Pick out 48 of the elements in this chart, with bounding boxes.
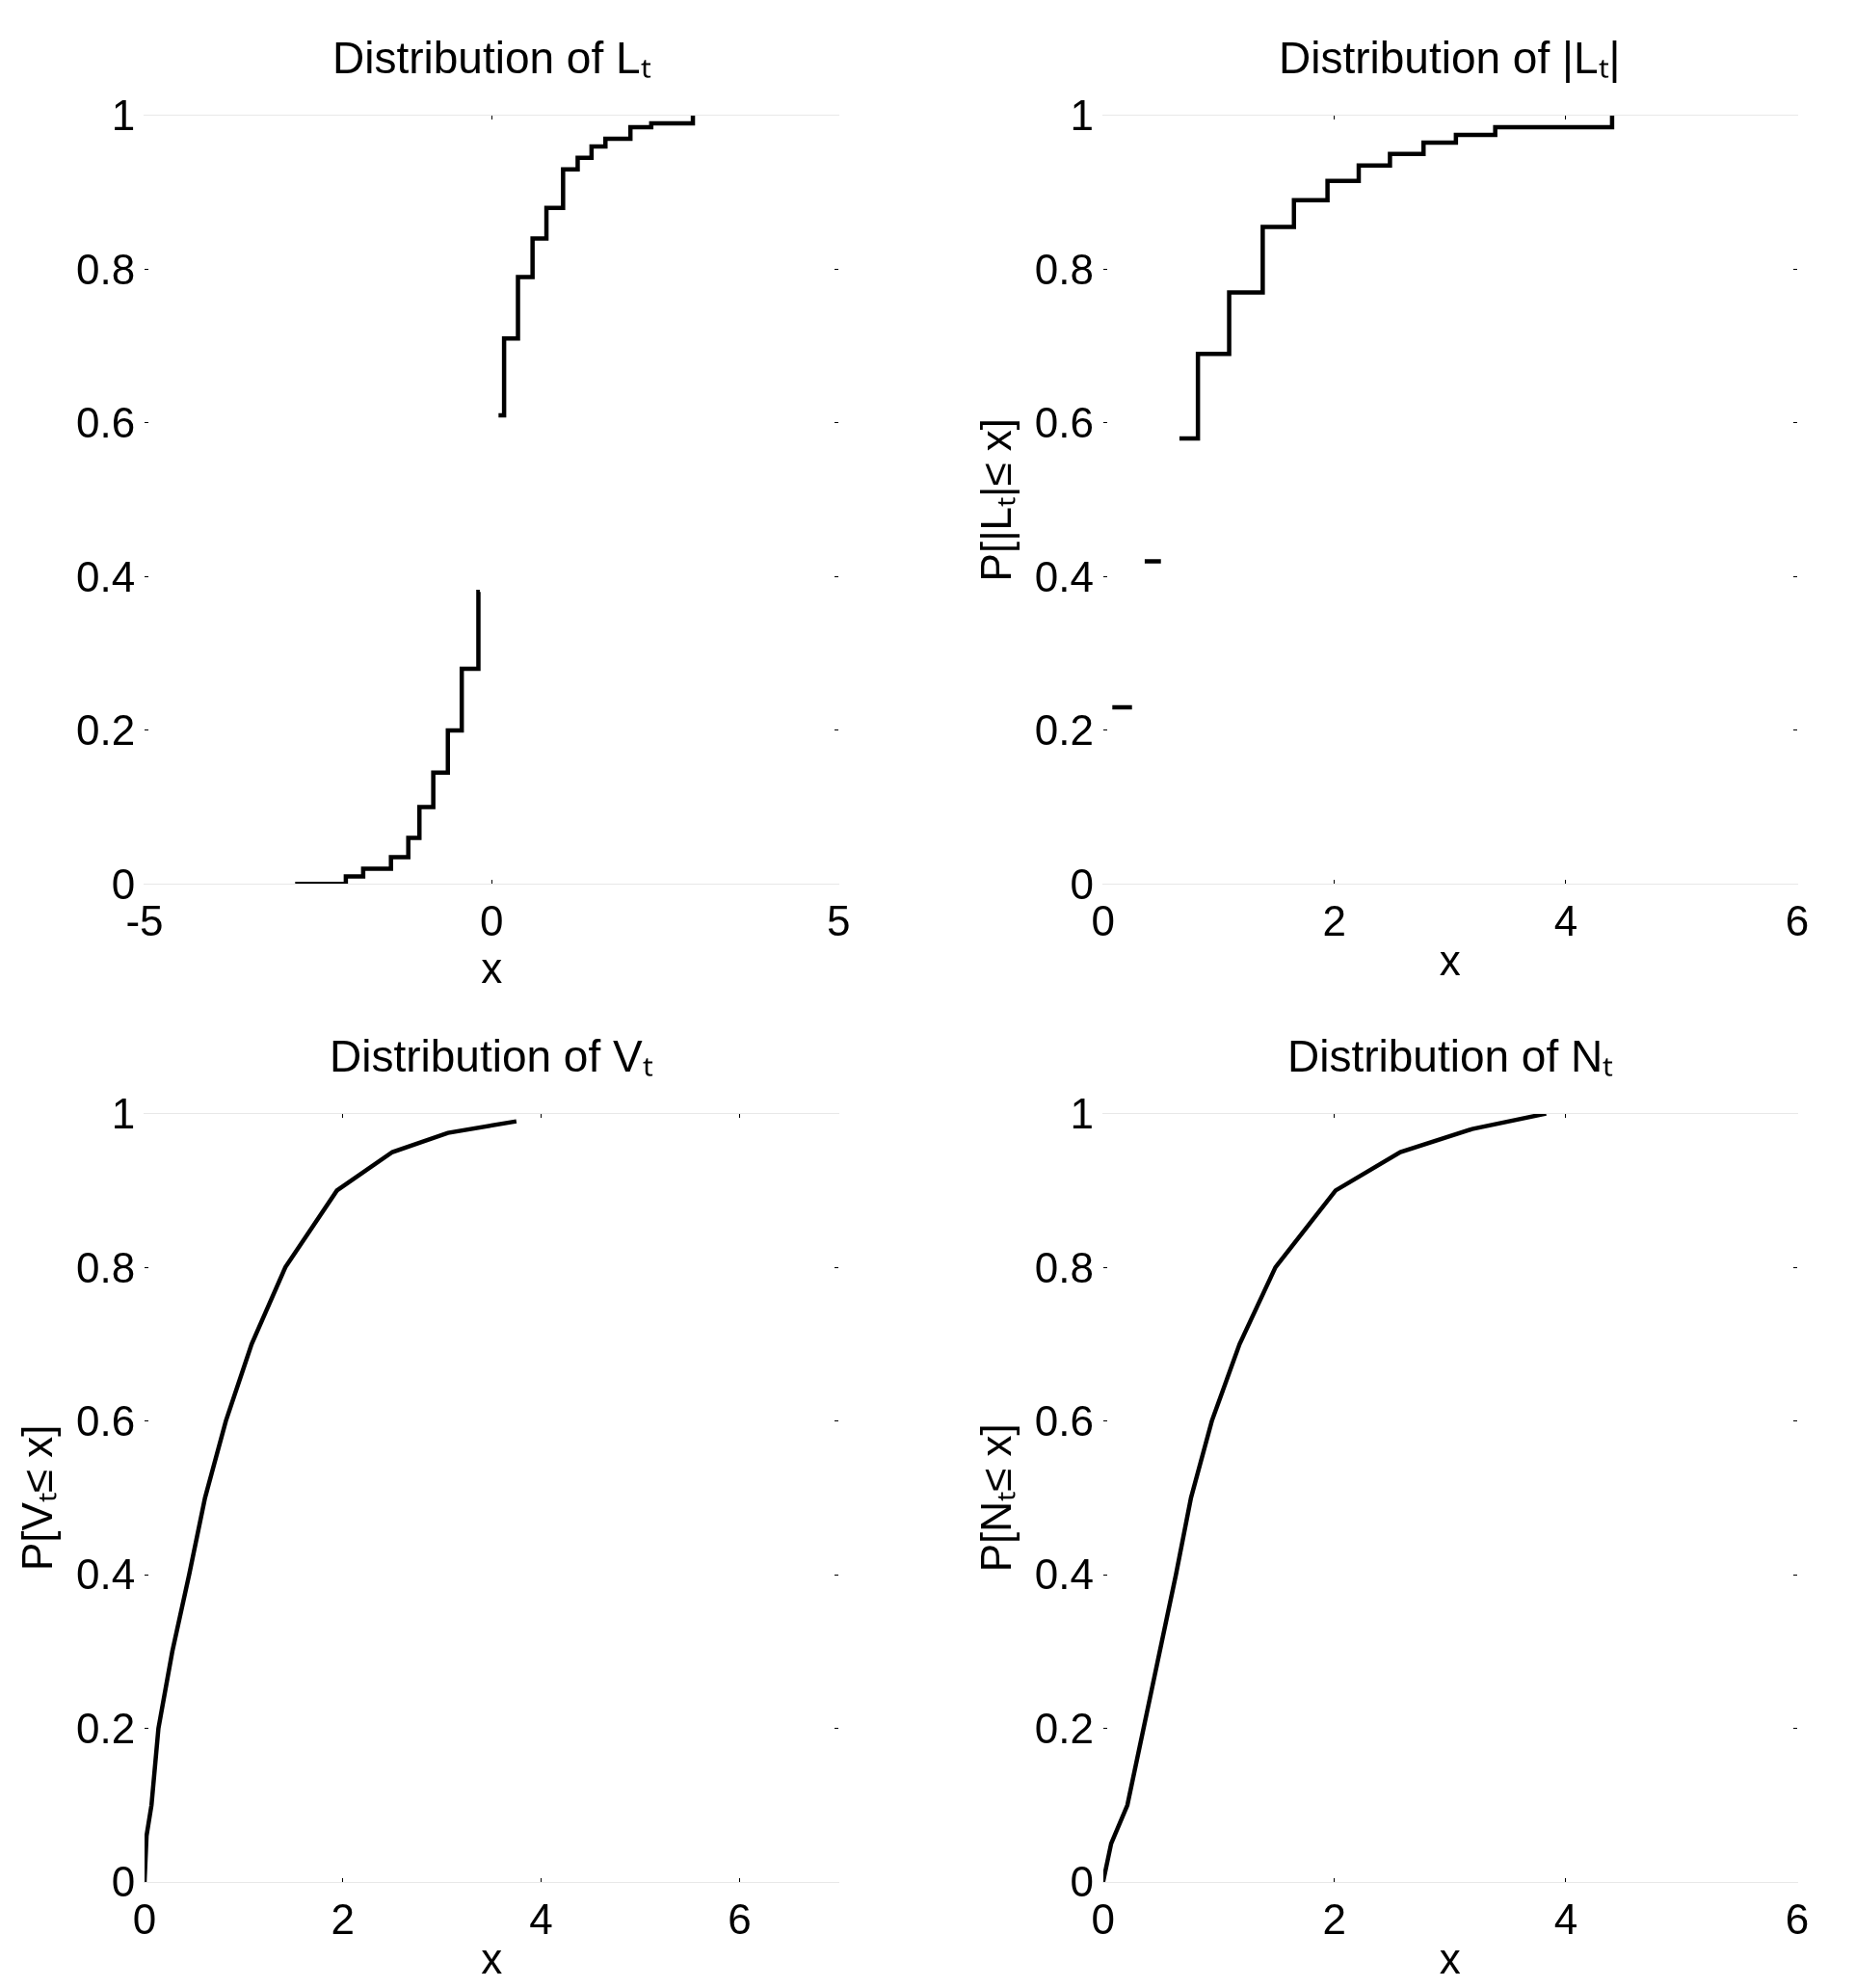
chart-title: Distribution of |Lₜ|	[1279, 33, 1621, 83]
y-tick-label: 1	[1070, 92, 1094, 140]
x-tick-label: 4	[1553, 1895, 1578, 1943]
x-tick-label: 6	[1785, 1895, 1810, 1943]
x-tick-label: 2	[1322, 897, 1347, 945]
y-tick-label: 0.6	[1034, 1396, 1094, 1445]
y-tick-label: 0.8	[1034, 245, 1094, 293]
x-axis-title: x	[481, 944, 503, 993]
y-tick-label: 0	[111, 860, 136, 908]
x-tick-label: 0	[479, 897, 504, 945]
y-tick-label: 0.6	[76, 399, 136, 447]
x-tick-label: 2	[331, 1895, 356, 1943]
y-tick-label: 0.2	[76, 706, 136, 755]
y-tick-label: 0	[1070, 1858, 1094, 1906]
y-tick-label: 0.2	[1034, 1704, 1094, 1752]
y-axis-title: P[Vₜ≤ x]	[13, 1424, 62, 1572]
y-tick-label: 0.4	[1034, 552, 1094, 600]
x-tick-label: 4	[529, 1895, 553, 1943]
y-tick-label: 1	[111, 1090, 136, 1138]
y-axis-title: P[Nₜ≤ x]	[971, 1423, 1020, 1573]
x-tick-label: 4	[1553, 897, 1578, 945]
y-tick-label: 0.8	[76, 1243, 136, 1291]
y-tick-label: 0.2	[1034, 706, 1094, 755]
y-tick-label: 0.6	[1034, 399, 1094, 447]
x-tick-label: 5	[827, 897, 851, 945]
line-series	[145, 1119, 519, 1882]
y-tick-label: 0.6	[76, 1396, 136, 1445]
line-series	[1102, 1113, 1549, 1882]
y-tick-label: 1	[1070, 1090, 1094, 1138]
chart-title: Distribution of Nₜ	[1287, 1031, 1614, 1081]
y-tick-label: 0.8	[1034, 1243, 1094, 1291]
y-axis-title: P[|Lₜ|≤ x]	[971, 417, 1020, 582]
y-tick-label: 0	[1070, 860, 1094, 908]
x-tick-label: 6	[1785, 897, 1810, 945]
y-tick-label: 0.2	[76, 1704, 136, 1752]
x-tick-label: 6	[728, 1895, 752, 1943]
chart-title: Distribution of Vₜ	[330, 1031, 653, 1081]
y-tick-label: 0.4	[1034, 1551, 1094, 1599]
y-tick-label: 0.4	[76, 552, 136, 600]
x-axis-title: x	[1439, 1935, 1461, 1983]
x-axis-title: x	[481, 1935, 503, 1983]
y-tick-label: 1	[111, 92, 136, 140]
y-tick-label: 0.8	[76, 245, 136, 293]
x-tick-label: 2	[1322, 1895, 1347, 1943]
y-tick-label: 0	[111, 1858, 136, 1906]
y-tick-label: 0.4	[76, 1551, 136, 1599]
chart-title: Distribution of Lₜ	[332, 33, 651, 83]
x-axis-title: x	[1439, 937, 1461, 985]
